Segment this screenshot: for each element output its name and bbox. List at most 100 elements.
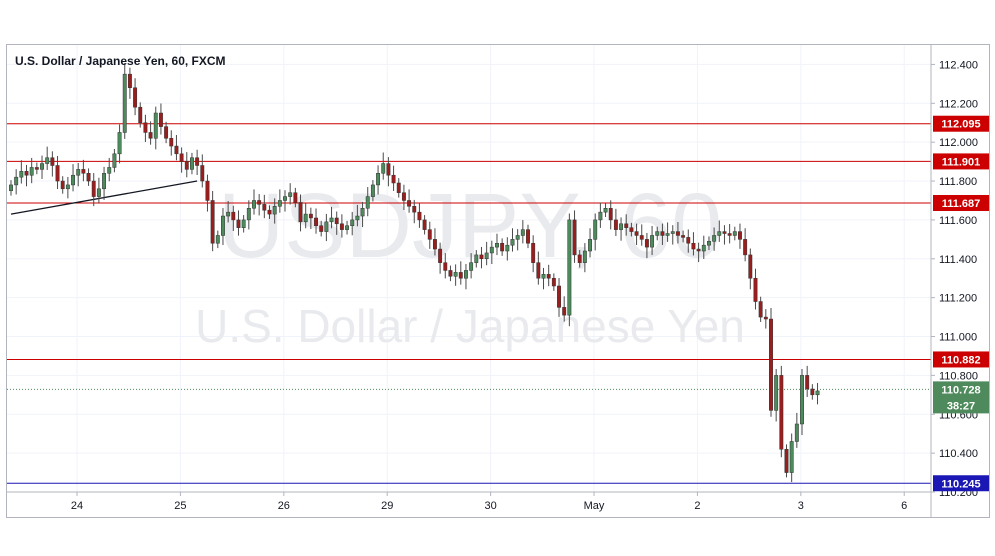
- candle-body: [133, 87, 138, 108]
- candle-body: [722, 231, 727, 234]
- candle-body: [567, 219, 572, 316]
- candle-body: [624, 223, 629, 228]
- watermark-name: U.S. Dollar / Japanese Yen: [195, 300, 745, 352]
- candle-body: [779, 375, 784, 450]
- candle-body: [303, 213, 308, 223]
- candle-body: [107, 167, 112, 174]
- candle-body: [438, 248, 443, 263]
- candle-body: [748, 254, 753, 279]
- candle-body: [743, 239, 748, 256]
- y-tick-label: 111.400: [939, 254, 977, 266]
- candle-body: [582, 250, 587, 263]
- candle-body: [190, 157, 194, 170]
- candle-body: [345, 225, 350, 230]
- level-tag: [933, 195, 989, 212]
- chart-title: U.S. Dollar / Japanese Yen, 60, FXCM: [15, 54, 226, 68]
- candle-body: [308, 213, 313, 219]
- candle-body: [432, 239, 437, 250]
- candle-body: [484, 252, 489, 260]
- y-tick-label: 110.400: [939, 448, 978, 460]
- candle-body: [536, 262, 541, 279]
- x-tick-label: 26: [278, 500, 290, 512]
- candle-body: [732, 231, 737, 236]
- x-tick-label: 3: [798, 500, 804, 512]
- candle-body: [427, 229, 432, 240]
- candle-body: [717, 231, 722, 236]
- candle-body: [319, 225, 324, 232]
- candle-body: [629, 227, 634, 232]
- candle-body: [91, 180, 96, 197]
- candle-body: [608, 208, 613, 221]
- countdown-label: 38:27: [947, 400, 975, 412]
- candle-body: [396, 182, 401, 193]
- candle-body: [55, 165, 60, 182]
- candle-body: [505, 244, 510, 252]
- candle-body: [422, 219, 427, 230]
- candle-body: [510, 239, 515, 246]
- candle-body: [283, 196, 287, 201]
- x-tick-label: 25: [174, 500, 186, 512]
- y-tick-label: 111.000: [939, 332, 977, 344]
- x-tick-label: 2: [694, 500, 700, 512]
- candle-body: [738, 231, 742, 240]
- candle-body: [810, 388, 815, 396]
- candle-body: [277, 200, 282, 207]
- candle-body: [701, 244, 706, 252]
- candle-body: [71, 174, 75, 186]
- candle-body: [712, 235, 717, 242]
- candle-body: [784, 448, 789, 473]
- candle-body: [29, 167, 34, 176]
- candle-body: [401, 192, 406, 201]
- candle-body: [448, 270, 453, 277]
- price-axis[interactable]: 112.400 112.200 112.000 111.800 111.600 111.4…: [930, 45, 978, 517]
- x-tick-label: 29: [381, 500, 393, 512]
- time-axis[interactable]: 24 25 26 29 30 May 2 3 6: [7, 491, 931, 512]
- candle-body: [122, 73, 127, 133]
- candle-body: [650, 235, 655, 248]
- candle-body: [644, 239, 649, 248]
- candle-body: [805, 375, 810, 390]
- candle-body: [164, 126, 169, 139]
- candle-body: [210, 200, 215, 244]
- level-tag: [933, 351, 989, 368]
- x-tick-label: 6: [901, 500, 907, 512]
- candle-body: [681, 235, 686, 238]
- candle-body: [763, 316, 768, 320]
- candle-body: [453, 272, 458, 277]
- candle-body: [376, 173, 381, 186]
- level-tag-label: 110.245: [941, 478, 980, 490]
- candle-body: [603, 208, 608, 213]
- candle-body: [675, 231, 680, 236]
- candle-body: [267, 209, 272, 215]
- candle-body: [474, 254, 479, 263]
- candle-body: [314, 217, 318, 226]
- candle-body: [577, 254, 582, 263]
- candle-body: [350, 219, 355, 226]
- candle-body: [489, 246, 494, 254]
- y-tick-label: 111.600: [939, 215, 977, 227]
- candle-body: [619, 223, 624, 230]
- candle-body: [184, 161, 189, 170]
- candle-body: [691, 242, 696, 250]
- candle-body: [355, 215, 360, 221]
- candle-body: [417, 211, 422, 221]
- chart-canvas: USDJPY, 60 U.S. Dollar / Japanese Yen 11…: [7, 45, 989, 517]
- candle-body: [753, 277, 758, 302]
- candle-body: [696, 248, 701, 252]
- candle-body: [298, 202, 303, 223]
- candle-body: [443, 262, 448, 271]
- candle-body: [158, 112, 163, 127]
- level-lines: [7, 123, 931, 484]
- candles: [9, 63, 820, 483]
- candle-body: [562, 307, 567, 316]
- candle-body: [241, 219, 246, 228]
- candle-body: [252, 200, 256, 209]
- candle-body: [557, 285, 561, 308]
- candle-body: [34, 167, 39, 170]
- x-tick-label: 30: [484, 500, 496, 512]
- watermark-symbol: USDJPY, 60: [218, 175, 723, 277]
- candle-body: [143, 122, 148, 133]
- candle-body: [329, 217, 334, 223]
- candle-body: [800, 375, 804, 425]
- candle-body: [520, 229, 525, 236]
